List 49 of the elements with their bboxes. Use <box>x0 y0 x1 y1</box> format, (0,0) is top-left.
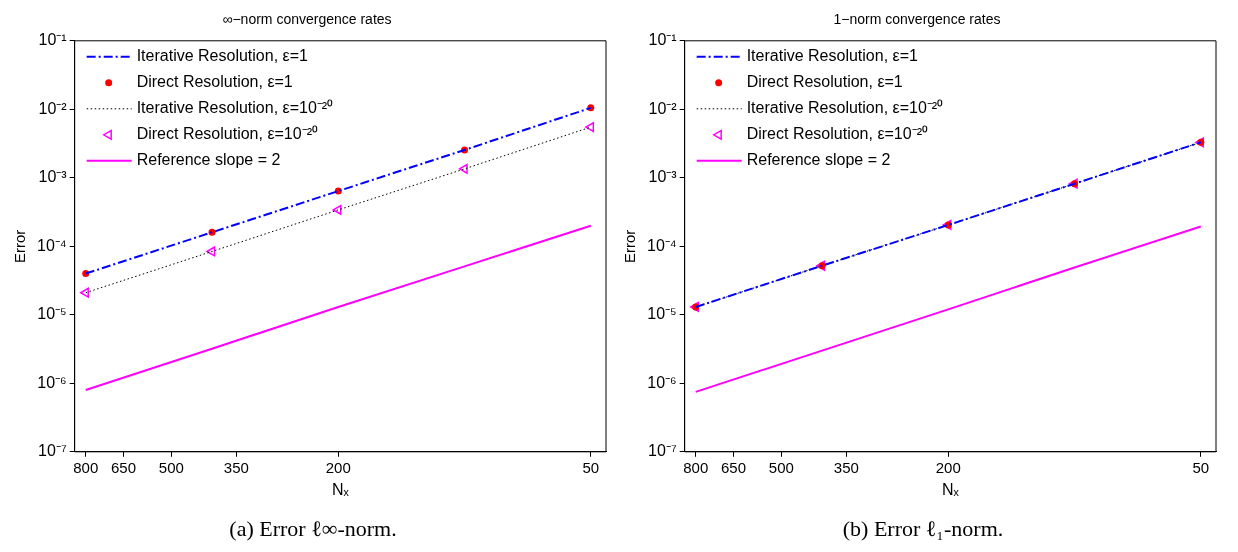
y-tick-label: 10⁻⁶ <box>647 373 677 391</box>
y-tick-label: 10⁻⁵ <box>647 305 677 323</box>
y-tick-label: 10⁻² <box>648 99 678 117</box>
legend-label: Direct Resolution, ε=10⁻²⁰ <box>746 125 928 143</box>
x-tick-label: 500 <box>768 458 794 476</box>
y-tick-label: 10⁻⁴ <box>37 236 67 254</box>
y-tick-label: 10⁻³ <box>38 168 68 186</box>
y-tick-label: 10⁻⁶ <box>37 373 67 391</box>
legend-label: Iterative Resolution, ε=10⁻²⁰ <box>136 99 334 117</box>
y-tick-label: 10⁻³ <box>648 168 678 186</box>
x-tick-label: 500 <box>158 458 184 476</box>
chart-title: 1−norm convergence rates <box>833 11 1001 28</box>
point <box>585 122 595 133</box>
y-tick-label: 10⁻⁷ <box>648 442 677 460</box>
y-tick-label: 10⁻¹ <box>648 31 677 49</box>
x-tick-label: 350 <box>833 458 859 476</box>
point <box>79 287 89 298</box>
y-tick-label: 10⁻¹ <box>38 31 67 49</box>
x-tick-label: 350 <box>223 458 249 476</box>
legend-label: Direct Resolution, ε=10⁻²⁰ <box>136 125 318 143</box>
legend-label: Direct Resolution, ε=1 <box>136 73 293 91</box>
y-axis-title: Error <box>621 229 639 263</box>
x-tick-label: 50 <box>582 458 600 476</box>
legend-label: Iterative Resolution, ε=1 <box>136 47 308 65</box>
text: (b) Error ℓ₁-norm. <box>842 516 1004 541</box>
x-tick-label: 50 <box>1192 458 1210 476</box>
x-axis-title: Nₓ <box>331 480 350 498</box>
legend-label: Direct Resolution, ε=1 <box>746 73 903 91</box>
x-tick-label: 200 <box>935 458 961 476</box>
chart-title: ∞−norm convergence rates <box>222 11 392 28</box>
y-tick-label: 10⁻⁴ <box>647 236 677 254</box>
point <box>206 246 216 257</box>
y-tick-label: 10⁻⁵ <box>37 305 67 323</box>
legend-label: Iterative Resolution, ε=10⁻²⁰ <box>746 99 944 117</box>
legend-label: Reference slope = 2 <box>746 151 891 169</box>
x-tick-label: 200 <box>325 458 351 476</box>
legend-label: Reference slope = 2 <box>136 151 281 169</box>
x-tick-label: 650 <box>721 458 747 476</box>
x-axis-title: Nₓ <box>941 480 960 498</box>
text: (a) Error ℓ∞-norm. <box>229 516 397 541</box>
y-tick-label: 10⁻² <box>38 99 68 117</box>
y-tick-label: 10⁻⁷ <box>38 442 67 460</box>
x-tick-label: 800 <box>683 458 709 476</box>
x-tick-label: 800 <box>73 458 99 476</box>
point <box>458 163 468 174</box>
y-axis-title: Error <box>11 229 29 263</box>
x-tick-label: 650 <box>111 458 137 476</box>
point <box>332 204 342 215</box>
legend-label: Iterative Resolution, ε=1 <box>746 47 918 65</box>
